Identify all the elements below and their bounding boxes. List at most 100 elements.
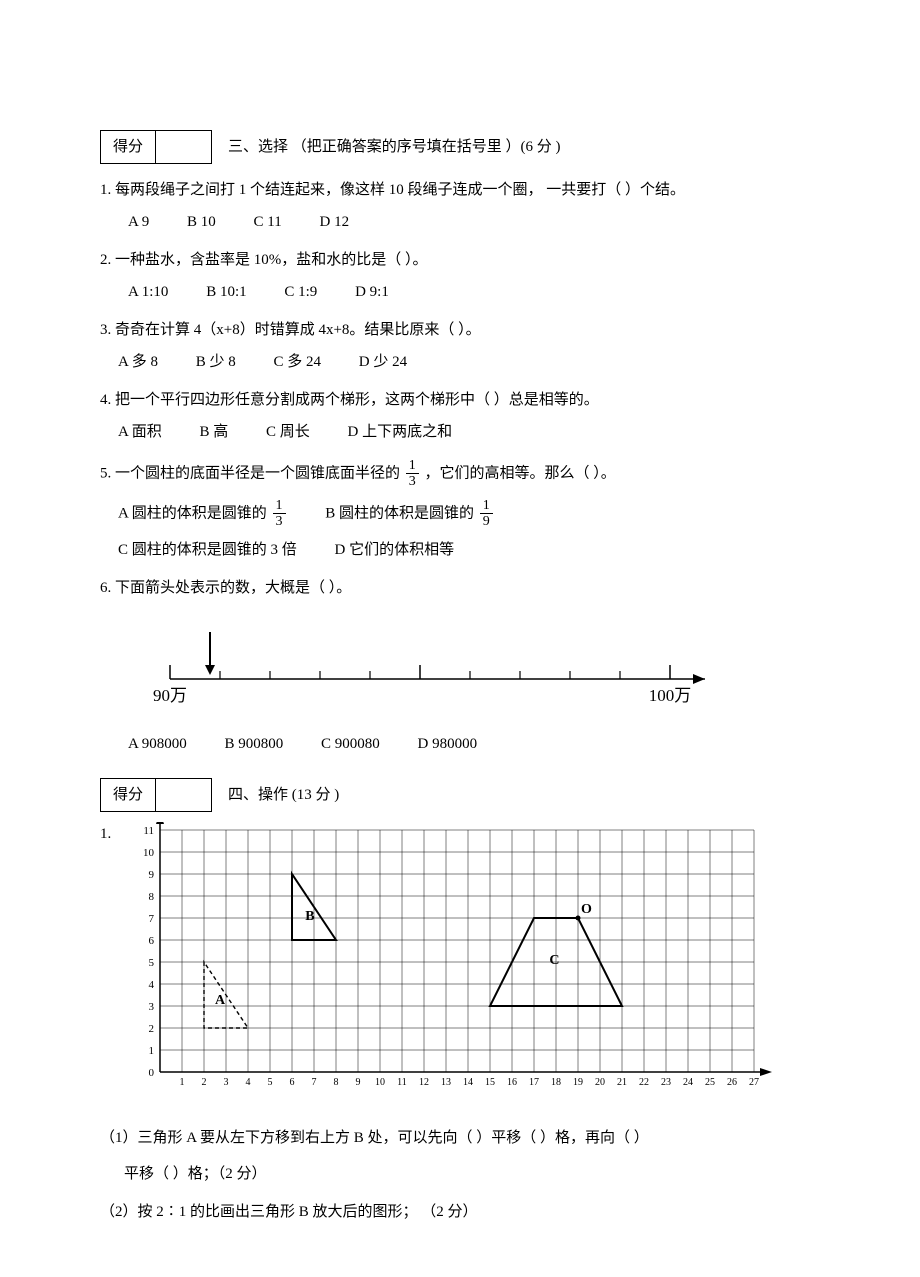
svg-text:19: 19 (573, 1077, 583, 1088)
svg-text:26: 26 (727, 1077, 737, 1088)
q6-opt-a: A 908000 (128, 732, 187, 756)
svg-text:27: 27 (749, 1077, 759, 1088)
q1-opt-a: A 9 (128, 210, 149, 234)
svg-text:0: 0 (149, 1067, 155, 1079)
q4-opt-c: C 周长 (266, 420, 310, 444)
svg-text:6: 6 (290, 1077, 295, 1088)
svg-text:4: 4 (149, 979, 155, 991)
q5-options: A 圆柱的体积是圆锥的 1 3 B 圆柱的体积是圆锥的 1 9 C 圆柱的体积是… (100, 498, 820, 562)
svg-text:10: 10 (143, 847, 155, 859)
svg-text:9: 9 (356, 1077, 361, 1088)
question-1: 1. 每两段绳子之间打 1 个结连起来，像这样 10 段绳子连成一个圈， 一共要… (100, 178, 820, 234)
q6-opt-b: B 900800 (225, 732, 284, 756)
q5-stem-a: 5. 一个圆柱的底面半径是一个圆锥底面半径的 (100, 465, 400, 481)
score-blank-4 (156, 779, 211, 811)
question-3: 3. 奇奇在计算 4（x+8）时错算成 4x+8。结果比原来（ ）。 A 多 8… (100, 318, 820, 374)
q4-1-grid: 1. 0123456789101112345678910111213141516… (100, 822, 820, 1112)
question-5: 5. 一个圆柱的底面半径是一个圆锥底面半径的 1 3 ，它们的高相等。那么（ ）… (100, 458, 820, 562)
svg-text:10: 10 (375, 1077, 385, 1088)
svg-text:14: 14 (463, 1077, 473, 1088)
q5-opt-c: C 圆柱的体积是圆锥的 3 倍 (118, 538, 297, 562)
svg-text:3: 3 (149, 1001, 155, 1013)
svg-text:3: 3 (224, 1077, 229, 1088)
q6-opt-d: D 980000 (418, 732, 478, 756)
svg-text:5: 5 (149, 957, 155, 969)
q4-1-sub1: （1）三角形 A 要从左下方移到右上方 B 处，可以先向（ ）平移（ ）格，再向… (100, 1126, 820, 1186)
svg-text:22: 22 (639, 1077, 649, 1088)
svg-text:15: 15 (485, 1077, 495, 1088)
q6-opt-c: C 900080 (321, 732, 380, 756)
svg-text:B: B (305, 909, 314, 924)
svg-text:1: 1 (149, 1045, 155, 1057)
q3-opt-d: D 少 24 (359, 350, 407, 374)
q6-stem: 6. 下面箭头处表示的数，大概是（ ）。 (100, 576, 820, 600)
q4-opt-a: A 面积 (118, 420, 162, 444)
q5-opt-a: A 圆柱的体积是圆锥的 1 3 (118, 498, 288, 530)
section-3-header: 得分 三、选择 （把正确答案的序号填在括号里 ）(6 分 ) (100, 130, 820, 164)
q4-opt-d: D 上下两底之和 (348, 420, 453, 444)
svg-text:100万: 100万 (649, 686, 692, 705)
q3-opt-b: B 少 8 (196, 350, 236, 374)
q5-fracA: 1 3 (273, 498, 286, 530)
grid-svg: 0123456789101112345678910111213141516171… (118, 822, 798, 1112)
q2-opt-b: B 10:1 (206, 280, 246, 304)
score-box-3: 得分 (100, 130, 212, 164)
q2-opt-a: A 1:10 (128, 280, 168, 304)
q4-1-label: 1. (100, 822, 118, 1112)
svg-text:7: 7 (312, 1077, 317, 1088)
q4-1-sub2: （2）按 2∶1 的比画出三角形 B 放大后的图形； （2 分） (100, 1200, 820, 1224)
section-3-title: 三、选择 （把正确答案的序号填在括号里 ）(6 分 ) (228, 135, 561, 159)
q3-options: A 多 8 B 少 8 C 多 24 D 少 24 (100, 350, 820, 374)
svg-text:9: 9 (149, 869, 155, 881)
q1-opt-d: D 12 (319, 210, 349, 234)
svg-text:5: 5 (268, 1077, 273, 1088)
svg-text:O: O (581, 902, 592, 917)
question-4: 4. 把一个平行四边形任意分割成两个梯形，这两个梯形中（ ）总是相等的。 A 面… (100, 388, 820, 444)
svg-text:8: 8 (334, 1077, 339, 1088)
q5-opt-d: D 它们的体积相等 (335, 538, 455, 562)
svg-text:4: 4 (246, 1077, 251, 1088)
q2-options: A 1:10 B 10:1 C 1:9 D 9:1 (100, 280, 820, 304)
svg-text:21: 21 (617, 1077, 627, 1088)
q4-1-sub1a: （1）三角形 A 要从左下方移到右上方 B 处，可以先向（ ）平移（ ）格，再向… (100, 1126, 820, 1150)
svg-text:8: 8 (149, 891, 155, 903)
svg-text:90万: 90万 (153, 686, 187, 705)
q5-stem: 5. 一个圆柱的底面半径是一个圆锥底面半径的 1 3 ，它们的高相等。那么（ ）… (100, 458, 820, 490)
section-4-header: 得分 四、操作 (13 分 ) (100, 778, 820, 812)
svg-text:24: 24 (683, 1077, 693, 1088)
score-blank (156, 131, 211, 163)
svg-text:17: 17 (529, 1077, 539, 1088)
q5-fracB: 1 9 (480, 498, 493, 530)
svg-text:16: 16 (507, 1077, 517, 1088)
q3-stem: 3. 奇奇在计算 4（x+8）时错算成 4x+8。结果比原来（ ）。 (100, 318, 820, 342)
q5-stem-b: ，它们的高相等。那么（ ）。 (425, 465, 616, 481)
svg-text:20: 20 (595, 1077, 605, 1088)
q2-stem: 2. 一种盐水，含盐率是 10%，盐和水的比是（ ）。 (100, 248, 820, 272)
question-6: 6. 下面箭头处表示的数，大概是（ ）。 90万 100万 A 908000 B … (100, 576, 820, 756)
q4-options: A 面积 B 高 C 周长 D 上下两底之和 (100, 420, 820, 444)
svg-text:12: 12 (419, 1077, 429, 1088)
q5-frac-1-3: 1 3 (406, 458, 419, 490)
q1-stem: 1. 每两段绳子之间打 1 个结连起来，像这样 10 段绳子连成一个圈， 一共要… (100, 178, 820, 202)
svg-text:18: 18 (551, 1077, 561, 1088)
svg-text:C: C (549, 953, 559, 968)
svg-text:1: 1 (180, 1077, 185, 1088)
q5-opt-b: B 圆柱的体积是圆锥的 1 9 (325, 498, 495, 530)
svg-text:13: 13 (441, 1077, 451, 1088)
svg-text:A: A (215, 992, 226, 1007)
q2-opt-c: C 1:9 (284, 280, 317, 304)
q1-options: A 9 B 10 C 11 D 12 (100, 210, 820, 234)
svg-text:23: 23 (661, 1077, 671, 1088)
svg-text:6: 6 (149, 935, 155, 947)
score-box-4: 得分 (100, 778, 212, 812)
q3-opt-c: C 多 24 (274, 350, 322, 374)
q6-numberline: 90万 100万 (100, 624, 820, 724)
svg-text:11: 11 (397, 1077, 407, 1088)
section-4-title: 四、操作 (13 分 ) (228, 783, 339, 807)
svg-text:7: 7 (149, 913, 155, 925)
svg-text:11: 11 (143, 825, 154, 837)
q4-stem: 4. 把一个平行四边形任意分割成两个梯形，这两个梯形中（ ）总是相等的。 (100, 388, 820, 412)
q6-options: A 908000 B 900800 C 900080 D 980000 (100, 732, 820, 756)
q4-opt-b: B 高 (200, 420, 229, 444)
q3-opt-a: A 多 8 (118, 350, 158, 374)
